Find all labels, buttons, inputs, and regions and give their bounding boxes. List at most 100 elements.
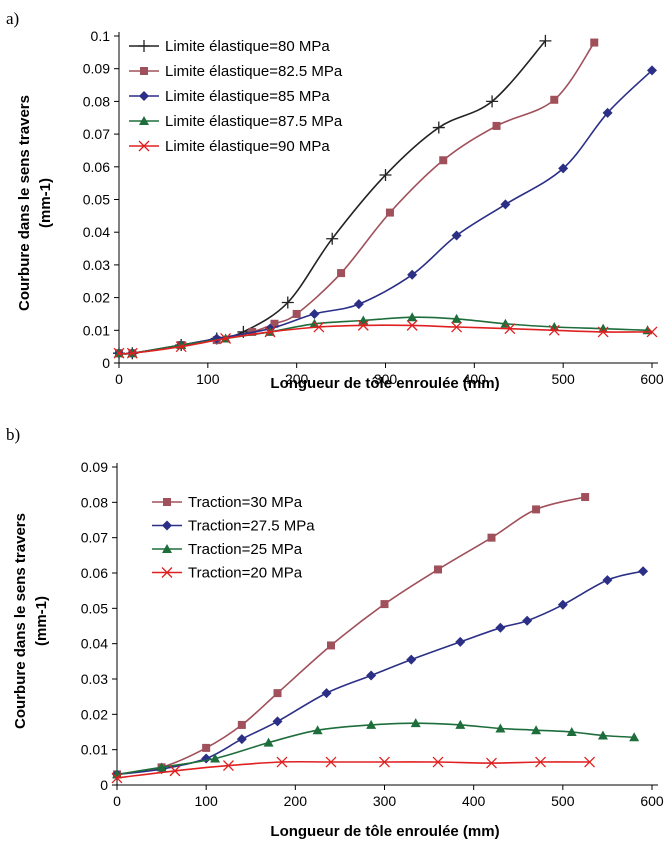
x-tick-label: 300 <box>374 371 398 387</box>
data-point <box>326 232 339 245</box>
legend-item-traction-20-mpa: Traction=20 MPa <box>152 565 303 582</box>
y-tick-label: 0.07 <box>81 530 108 546</box>
data-point <box>451 321 463 333</box>
x-tick-label: 100 <box>194 793 218 809</box>
data-point <box>504 323 516 335</box>
x-axis-ticks-a: 0 100 200 300 400 500 600 <box>115 363 664 387</box>
y-tick-label: 0.06 <box>83 159 110 175</box>
data-point <box>379 168 392 181</box>
data-point <box>532 505 541 514</box>
series-limite-lastique-90-mpa <box>113 319 658 359</box>
y-tick-label: 0.09 <box>81 459 108 475</box>
legend-item-traction-27-5-mpa: Traction=27.5 MPa <box>152 518 315 535</box>
data-point <box>584 756 596 768</box>
legend-label: Traction=30 MPa <box>188 494 303 511</box>
data-point <box>337 269 346 278</box>
data-point <box>321 688 332 699</box>
y-tick-label: 0.01 <box>81 742 108 758</box>
legend-item-limite-lastique-80-mpa: Limite élastique=80 MPa <box>129 38 330 55</box>
series-traction-27-5-mpa <box>112 566 649 780</box>
data-point <box>581 493 590 502</box>
data-point <box>312 725 323 735</box>
legend-item-limite-lastique-82-5-mpa: Limite élastique=82.5 MPa <box>129 63 343 80</box>
y-tick-label: 0.01 <box>83 322 110 338</box>
data-point <box>558 163 569 174</box>
x-tick-label: 600 <box>640 793 664 809</box>
legend-marker <box>162 544 172 553</box>
data-point <box>638 566 649 577</box>
legend-b: Traction=30 MPa Traction=27.5 MPa Traction… <box>152 494 315 582</box>
data-point <box>366 719 377 729</box>
legend-marker <box>162 520 172 531</box>
legend-label: Limite élastique=85 MPa <box>165 88 330 105</box>
data-point <box>531 725 542 735</box>
legend-label: Limite élastique=80 MPa <box>165 38 330 55</box>
x-tick-label: 500 <box>551 371 575 387</box>
series-traction-20-mpa <box>111 756 596 784</box>
data-point <box>602 575 613 586</box>
data-point <box>602 107 613 118</box>
data-point <box>406 654 417 665</box>
data-point <box>455 636 466 647</box>
y-tick-label: 0.04 <box>83 224 110 240</box>
series-traction-25-mpa <box>112 718 640 779</box>
data-point <box>366 670 377 681</box>
series-line <box>116 760 590 779</box>
series-traction-30-mpa <box>113 493 590 779</box>
x-tick-label: 500 <box>551 793 575 809</box>
y-axis-ticks-b: 0 0.01 0.02 0.03 0.04 0.05 0.06 0.07 0.08 0.09 <box>81 459 117 793</box>
data-point <box>380 600 389 609</box>
series-line <box>118 324 653 355</box>
data-point <box>451 313 462 323</box>
data-point <box>597 730 608 740</box>
data-point <box>487 533 496 542</box>
chart-b: b) 0 0.01 0.02 0.03 0.04 0.05 0.06 0.07 0.08 0.09… <box>6 425 664 840</box>
x-tick-label: 200 <box>284 793 308 809</box>
x-axis-ticks-b: 0 100 200 300 400 500 600 <box>113 785 664 809</box>
data-point <box>201 753 212 764</box>
data-point <box>313 321 325 333</box>
data-point <box>566 727 577 736</box>
legend-a: Limite élastique=80 MPa Limite élastique=… <box>129 38 343 155</box>
data-point <box>276 756 288 768</box>
data-point <box>407 269 418 280</box>
x-tick-label: 600 <box>640 371 664 387</box>
legend-label: Limite élastique=87.5 MPa <box>165 113 343 130</box>
y-tick-label: 0 <box>100 777 108 793</box>
data-point <box>327 641 335 650</box>
y-axis-title-b-line1: Courbure dans le sens travers <box>12 513 29 729</box>
data-point <box>486 95 499 108</box>
data-point <box>557 599 568 610</box>
data-point <box>486 757 497 769</box>
x-tick-label: 300 <box>373 793 397 809</box>
data-point <box>500 199 511 210</box>
plot-area-a <box>118 32 658 364</box>
data-point <box>539 34 552 47</box>
data-point <box>407 312 418 322</box>
legend-label: Limite élastique=90 MPa <box>165 138 330 155</box>
chart-a: a) 0 0.01 0.02 0.03 0.04 0.05 0.06 0.07 0.08 0.09… <box>6 9 664 392</box>
legend-marker <box>161 567 173 578</box>
legend-marker <box>138 40 150 52</box>
data-point <box>126 347 138 359</box>
legend-item-traction-30-mpa: Traction=30 MPa <box>152 494 303 511</box>
legend-marker <box>163 498 171 506</box>
x-axis-title-a: Longueur de tôle enroulée (mm) <box>270 375 499 392</box>
legend-marker <box>138 140 150 152</box>
data-point <box>522 615 533 626</box>
data-point <box>357 319 369 331</box>
x-axis-title-b: Longueur de tôle enroulée (mm) <box>270 823 499 840</box>
data-point <box>455 719 466 729</box>
data-point <box>169 765 181 777</box>
data-point <box>222 760 234 772</box>
data-point <box>272 716 283 727</box>
legend-label: Traction=27.5 MPa <box>188 518 315 535</box>
data-point <box>495 723 506 733</box>
data-point <box>410 718 421 728</box>
y-tick-label: 0.05 <box>83 192 110 208</box>
series-limite-lastique-85-mpa <box>114 65 657 359</box>
legend-label: Limite élastique=82.5 MPa <box>165 63 343 80</box>
series-limite-lastique-87-5-mpa <box>114 312 653 358</box>
y-tick-label: 0.04 <box>81 636 108 652</box>
y-axis-ticks-a: 0 0.01 0.02 0.03 0.04 0.05 0.06 0.07 0.08 0.09 0.1 <box>83 28 119 371</box>
